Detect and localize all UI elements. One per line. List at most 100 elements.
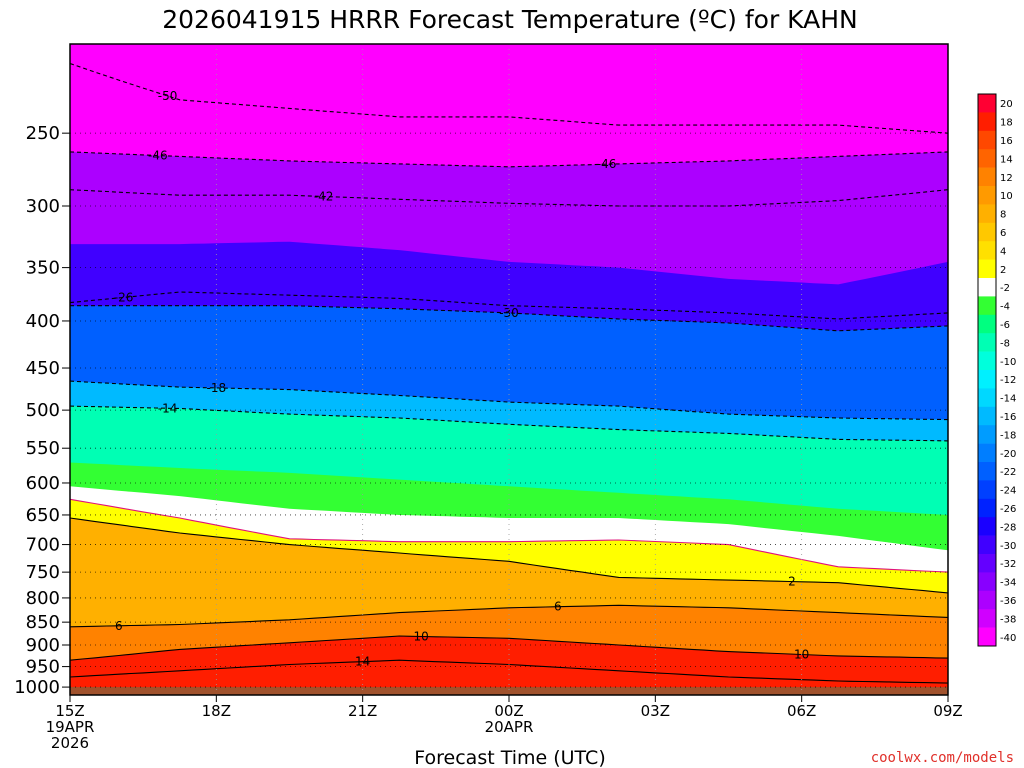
colorbar-label: -24	[1000, 486, 1016, 497]
isotherm-label: 2	[788, 575, 796, 589]
colorbar-swatch	[978, 443, 996, 463]
colorbar-swatch	[978, 425, 996, 444]
isotherm-label: -46	[148, 149, 168, 163]
colorbar-swatch	[978, 480, 996, 500]
x-tick-label: 09Z	[933, 702, 962, 720]
x-tick-label: 20APR	[485, 718, 534, 736]
colorbar-label: 18	[1000, 118, 1013, 129]
y-tick-label: 500	[26, 400, 60, 421]
y-tick-label: 900	[26, 635, 60, 656]
isotherm-label: -14	[158, 401, 178, 415]
colorbar-label: 6	[1000, 228, 1006, 239]
y-tick-label: 650	[26, 505, 60, 526]
x-tick-label: 15Z	[55, 702, 84, 720]
colorbar-label: -12	[1000, 375, 1016, 386]
y-tick-label: 350	[26, 258, 60, 279]
colorbar-swatch	[978, 388, 996, 408]
colorbar-label: -6	[1000, 320, 1010, 331]
colorbar-label: -18	[1000, 430, 1016, 441]
y-tick-label: 950	[26, 657, 60, 678]
colorbar-swatch	[978, 204, 996, 224]
colorbar-label: -16	[1000, 412, 1016, 423]
x-tick-label: 19APR	[46, 718, 95, 736]
colorbar-swatch	[978, 149, 996, 168]
colorbar-label: 8	[1000, 210, 1006, 221]
colorbar-swatch	[978, 498, 996, 518]
colorbar-swatch	[978, 590, 996, 610]
colorbar-swatch	[978, 296, 996, 316]
isotherm-label: -50	[158, 89, 178, 103]
colorbar-label: -10	[1000, 357, 1016, 368]
isotherm-label: -30	[499, 306, 519, 320]
colorbar-label: 14	[1000, 154, 1013, 165]
colorbar-swatch	[978, 314, 996, 334]
colorbar-swatch	[978, 535, 996, 555]
colorbar-swatch	[978, 572, 996, 592]
x-tick-label: 2026	[51, 734, 89, 752]
colorbar-label: 12	[1000, 173, 1013, 184]
colorbar-label: -2	[1000, 283, 1010, 294]
y-tick-label: 300	[26, 196, 60, 217]
colorbar-label: 4	[1000, 246, 1006, 257]
colorbar-label: -14	[1000, 394, 1016, 405]
colorbar-label: -26	[1000, 504, 1016, 515]
isotherm-label: 14	[355, 655, 370, 669]
colorbar-swatch	[978, 186, 996, 205]
y-tick-label: 550	[26, 438, 60, 459]
isotherm-label: -18	[207, 381, 227, 395]
isotherm-line	[69, 517, 949, 594]
colorbar-swatch	[978, 462, 996, 481]
colorbar-label: -20	[1000, 449, 1016, 460]
x-tick-label: 00Z	[494, 702, 523, 720]
colorbar-label: 2	[1000, 265, 1006, 276]
credit-text: coolwx.com/models	[871, 750, 1014, 766]
isotherm-label: 6	[115, 619, 123, 633]
colorbar-swatch	[978, 112, 996, 132]
colorbar-label: -8	[1000, 338, 1010, 349]
colorbar-swatch	[978, 370, 996, 389]
y-tick-label: 600	[26, 473, 60, 494]
colorbar-swatch	[978, 554, 996, 573]
colorbar-swatch	[978, 130, 996, 150]
colorbar-label: -34	[1000, 578, 1016, 589]
colorbar-frame	[977, 93, 997, 647]
isotherm-label: 10	[414, 629, 429, 643]
pressure-axis: 2503003504004505005506006507007508008509…	[14, 123, 70, 698]
x-tick-label: 21Z	[348, 702, 377, 720]
temperature-band	[70, 636, 948, 695]
colorbar-swatch	[978, 333, 996, 352]
ground-layer	[70, 687, 948, 695]
colorbar-label: -30	[1000, 541, 1016, 552]
colorbar-swatch	[978, 222, 996, 242]
colorbar-swatch	[978, 278, 996, 297]
colorbar-swatch	[978, 406, 996, 426]
y-tick-label: 1000	[14, 677, 60, 698]
colorbar-swatch	[978, 517, 996, 536]
colorbar-swatch	[978, 627, 996, 647]
y-tick-label: 450	[26, 358, 60, 379]
colorbar-label: 16	[1000, 136, 1013, 147]
x-tick-label: 06Z	[787, 702, 816, 720]
y-tick-label: 700	[26, 535, 60, 556]
y-tick-label: 800	[26, 588, 60, 609]
colorbar-swatch	[978, 167, 996, 187]
colorbar-swatch	[978, 94, 996, 113]
colorbar-swatch	[978, 609, 996, 628]
colorbar-label: -36	[1000, 596, 1016, 607]
y-tick-label: 250	[26, 123, 60, 144]
colorbar-label: -22	[1000, 467, 1016, 478]
colorbar-swatch	[978, 241, 996, 260]
chart-title: 2026041915 HRRR Forecast Temperature (ºC…	[162, 5, 857, 34]
colorbar-legend: 20 18 16 14 12 10 8 6 4 2 -2 -4 -6 -8 -10 -12 -14 -16 -18 -…	[977, 93, 1016, 647]
y-tick-label: 850	[26, 612, 60, 633]
colorbar-label: 10	[1000, 191, 1013, 202]
colorbar-label: -4	[1000, 302, 1010, 313]
isotherm-label: 6	[554, 600, 562, 614]
isotherm-label: -42	[314, 189, 334, 203]
x-tick-label: 18Z	[202, 702, 231, 720]
y-tick-label: 750	[26, 562, 60, 583]
colorbar-label: 20	[1000, 99, 1013, 110]
colorbar-label: -28	[1000, 522, 1016, 533]
